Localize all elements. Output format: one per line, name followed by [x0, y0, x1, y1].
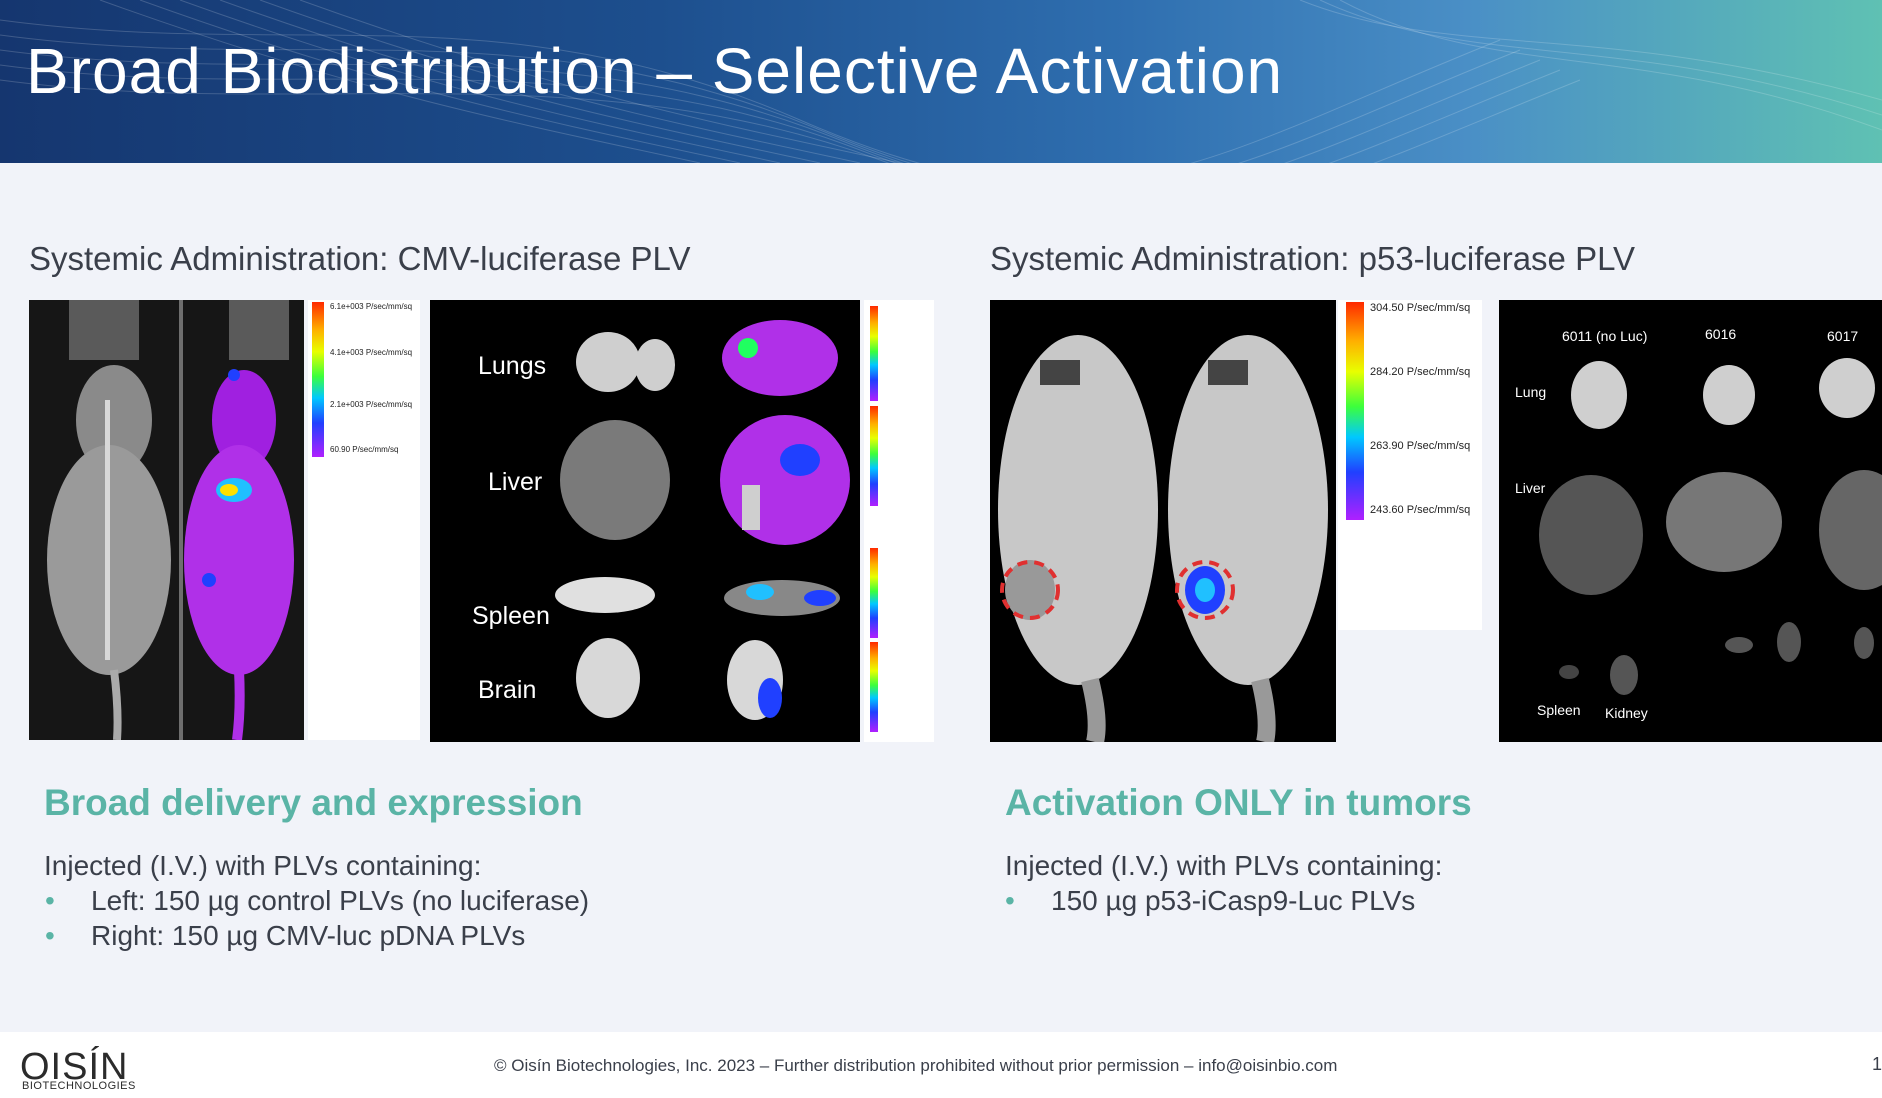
right-bullet-1-text: 150 µg p53-iCasp9-Luc PLVs: [1051, 885, 1416, 916]
colorbar-label-2: 4.1e+003 P/sec/mm/sq: [330, 348, 413, 357]
mouse-xray-graphic: [29, 300, 304, 740]
organ-label-lungs: Lungs: [478, 352, 547, 380]
colorbar-spleen: [870, 548, 878, 638]
sample-id-6011: 6011 (no Luc): [1562, 328, 1648, 344]
left-bullet-2-text: Right: 150 µg CMV-luc pDNA PLVs: [91, 920, 526, 951]
organ-label-liver: Liver: [488, 468, 543, 496]
organ-label-spleen: Spleen: [472, 602, 550, 630]
colorbar-label-4: 60.90 P/sec/mm/sq: [330, 445, 399, 454]
copyright-notice: © Oisín Biotechnologies, Inc. 2023 – Fur…: [494, 1056, 1338, 1075]
tumor-mouse-graphic: [990, 300, 1336, 742]
organ-label-liver-right: Liver: [1515, 480, 1546, 496]
left-intro: Injected (I.V.) with PLVs containing:: [44, 850, 482, 881]
right-colorbar-label-2: 284.20 P/sec/mm/sq: [1370, 366, 1471, 378]
tumor-mouse-image: [990, 300, 1336, 742]
left-bullet-1-text: Left: 150 µg control PLVs (no luciferase…: [91, 885, 590, 916]
mouse-whole-body-image: [29, 300, 304, 740]
slide-title: Broad Biodistribution – Selective Activa…: [26, 35, 1284, 107]
colorbar-label-3: 2.1e+003 P/sec/mm/sq: [330, 400, 413, 409]
colorbar-gradient: [312, 302, 324, 457]
right-intro: Injected (I.V.) with PLVs containing:: [1005, 850, 1443, 881]
company-logo-subtitle: BIOTECHNOLOGIES: [22, 1080, 136, 1092]
colorbar-liver: [870, 406, 878, 506]
sample-id-6016: 6016: [1705, 326, 1737, 342]
organ-label-spleen-right: Spleen: [1537, 702, 1581, 718]
colorbar-lungs: [870, 306, 878, 401]
company-logo: OISÍN: [20, 1046, 129, 1088]
left-bullet-2: • Right: 150 µg CMV-luc pDNA PLVs: [45, 920, 526, 952]
title-banner: Broad Biodistribution – Selective Activa…: [0, 0, 1882, 163]
organ-label-brain: Brain: [478, 676, 537, 704]
right-colorbar-label-4: 243.60 P/sec/mm/sq: [1370, 504, 1471, 516]
right-organ-graphic: [1499, 300, 1882, 742]
organ-images-graphic: [430, 300, 860, 742]
organ-label-kidney: Kidney: [1605, 705, 1648, 721]
right-heading: Activation ONLY in tumors: [1005, 782, 1472, 823]
organ-colorbars: [864, 300, 934, 742]
bullet-dot: •: [45, 920, 55, 951]
bullet-dot: •: [45, 885, 55, 916]
colorbar-label-1: 6.1e+003 P/sec/mm/sq: [330, 302, 413, 311]
colorbar-gradient-right: [1346, 302, 1364, 520]
page-number: 1: [1872, 1054, 1882, 1074]
left-colorbar: 6.1e+003 P/sec/mm/sq 4.1e+003 P/sec/mm/s…: [308, 300, 420, 740]
right-colorbar-label-1: 304.50 P/sec/mm/sq: [1370, 302, 1471, 314]
footer: OISÍN BIOTECHNOLOGIES © Oisín Biotechnol…: [0, 1032, 1882, 1098]
left-bullet-1: • Left: 150 µg control PLVs (no luciferas…: [45, 885, 590, 917]
right-subtitle: Systemic Administration: p53-luciferase …: [990, 240, 1635, 277]
right-colorbar: 304.50 P/sec/mm/sq 284.20 P/sec/mm/sq 26…: [1338, 300, 1482, 630]
right-bullet-1: • 150 µg p53-iCasp9-Luc PLVs: [1005, 885, 1416, 917]
left-heading: Broad delivery and expression: [44, 782, 583, 823]
right-colorbar-label-3: 263.90 P/sec/mm/sq: [1370, 440, 1471, 452]
bullet-dot: •: [1005, 885, 1015, 916]
left-subtitle: Systemic Administration: CMV-luciferase …: [29, 240, 691, 277]
wave-pattern-decoration: [0, 0, 1882, 163]
organ-label-lung: Lung: [1515, 384, 1547, 400]
colorbar-brain: [870, 642, 878, 732]
organ-images-panel: Lungs Liver Spleen Brain: [430, 300, 860, 742]
right-organ-panel: 6011 (no Luc) 6016 6017 Lung Liver Splee…: [1499, 300, 1882, 742]
sample-id-6017: 6017: [1827, 328, 1859, 344]
